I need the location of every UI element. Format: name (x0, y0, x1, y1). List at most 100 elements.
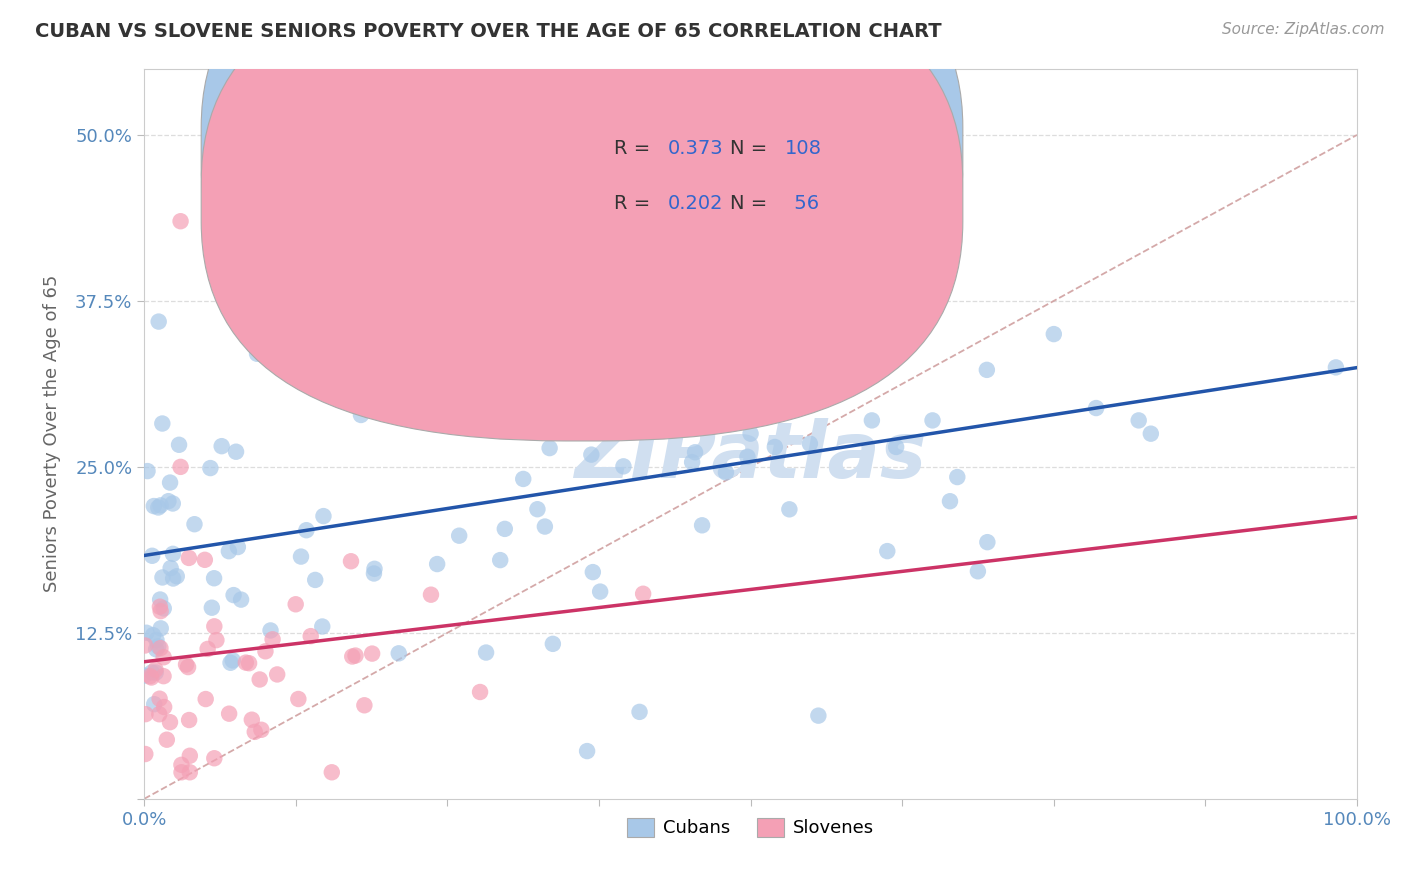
Point (145, 642, 167, 657)
Point (166, 569, 188, 583)
Point (799, 436, 821, 450)
Point (361, 647, 384, 661)
Point (740, 426, 762, 441)
Point (225, 444, 247, 458)
Point (170, 765, 193, 780)
Point (297, 227, 319, 242)
Point (148, 315, 170, 329)
Point (197, 641, 219, 656)
Point (299, 629, 322, 643)
Point (149, 691, 172, 706)
Text: 108: 108 (785, 139, 821, 159)
Point (149, 641, 172, 656)
Point (231, 214, 253, 228)
Point (644, 330, 666, 344)
Point (150, 417, 173, 431)
Point (148, 500, 170, 515)
Point (576, 744, 599, 758)
Point (363, 566, 385, 581)
Point (460, 268, 482, 282)
Point (340, 554, 363, 568)
Text: R =: R = (613, 194, 657, 213)
Point (162, 496, 184, 510)
Point (350, 408, 373, 422)
FancyBboxPatch shape (538, 105, 908, 240)
Point (149, 599, 172, 614)
Point (290, 549, 312, 564)
Point (222, 653, 245, 667)
Point (976, 363, 998, 377)
Point (134, 639, 156, 653)
Point (218, 706, 240, 721)
Point (222, 588, 245, 602)
Point (177, 550, 200, 565)
Point (371, 334, 394, 348)
Point (353, 698, 375, 713)
Point (157, 494, 180, 508)
Point (681, 455, 703, 469)
Point (631, 587, 654, 601)
Point (177, 660, 200, 674)
Point (179, 765, 201, 780)
Point (134, 668, 156, 682)
Text: N =: N = (730, 194, 773, 213)
Point (152, 669, 174, 683)
Point (475, 646, 498, 660)
Point (1140, 426, 1163, 441)
Point (800, 293, 823, 308)
Point (538, 441, 561, 455)
Legend: Cubans, Slovenes: Cubans, Slovenes (620, 811, 882, 845)
Point (143, 697, 166, 711)
Point (200, 461, 222, 475)
Point (148, 640, 170, 654)
Point (243, 724, 266, 739)
Point (205, 633, 228, 648)
Point (139, 669, 162, 683)
Point (219, 656, 242, 670)
Point (512, 472, 534, 486)
Text: R =: R = (613, 139, 657, 159)
Point (141, 665, 163, 680)
Point (183, 517, 205, 532)
Point (149, 604, 172, 618)
Point (612, 459, 634, 474)
Point (716, 274, 738, 288)
Point (159, 475, 181, 490)
Point (179, 713, 201, 727)
Point (763, 440, 786, 454)
Point (295, 523, 318, 537)
Point (142, 499, 165, 513)
Point (1085, 401, 1108, 415)
Point (737, 450, 759, 464)
Point (846, 351, 869, 366)
Point (321, 765, 343, 780)
Text: 0.202: 0.202 (668, 194, 724, 213)
Point (420, 588, 443, 602)
Point (344, 648, 367, 663)
Point (921, 413, 943, 427)
Point (778, 502, 800, 516)
Point (149, 621, 172, 635)
Point (136, 464, 159, 478)
Point (628, 705, 651, 719)
Point (135, 707, 157, 722)
Text: Source: ZipAtlas.com: Source: ZipAtlas.com (1222, 22, 1385, 37)
Point (194, 692, 217, 706)
Point (218, 544, 240, 558)
Point (135, 625, 157, 640)
Point (312, 509, 335, 524)
Point (304, 573, 326, 587)
Point (148, 707, 170, 722)
Point (357, 201, 380, 215)
Point (690, 518, 713, 533)
Point (967, 564, 990, 578)
Point (526, 502, 548, 516)
Point (169, 459, 191, 474)
Point (159, 561, 181, 575)
Point (860, 413, 883, 427)
FancyBboxPatch shape (201, 0, 963, 441)
Point (249, 673, 271, 687)
Point (246, 347, 269, 361)
Point (174, 657, 197, 672)
Point (582, 565, 605, 579)
